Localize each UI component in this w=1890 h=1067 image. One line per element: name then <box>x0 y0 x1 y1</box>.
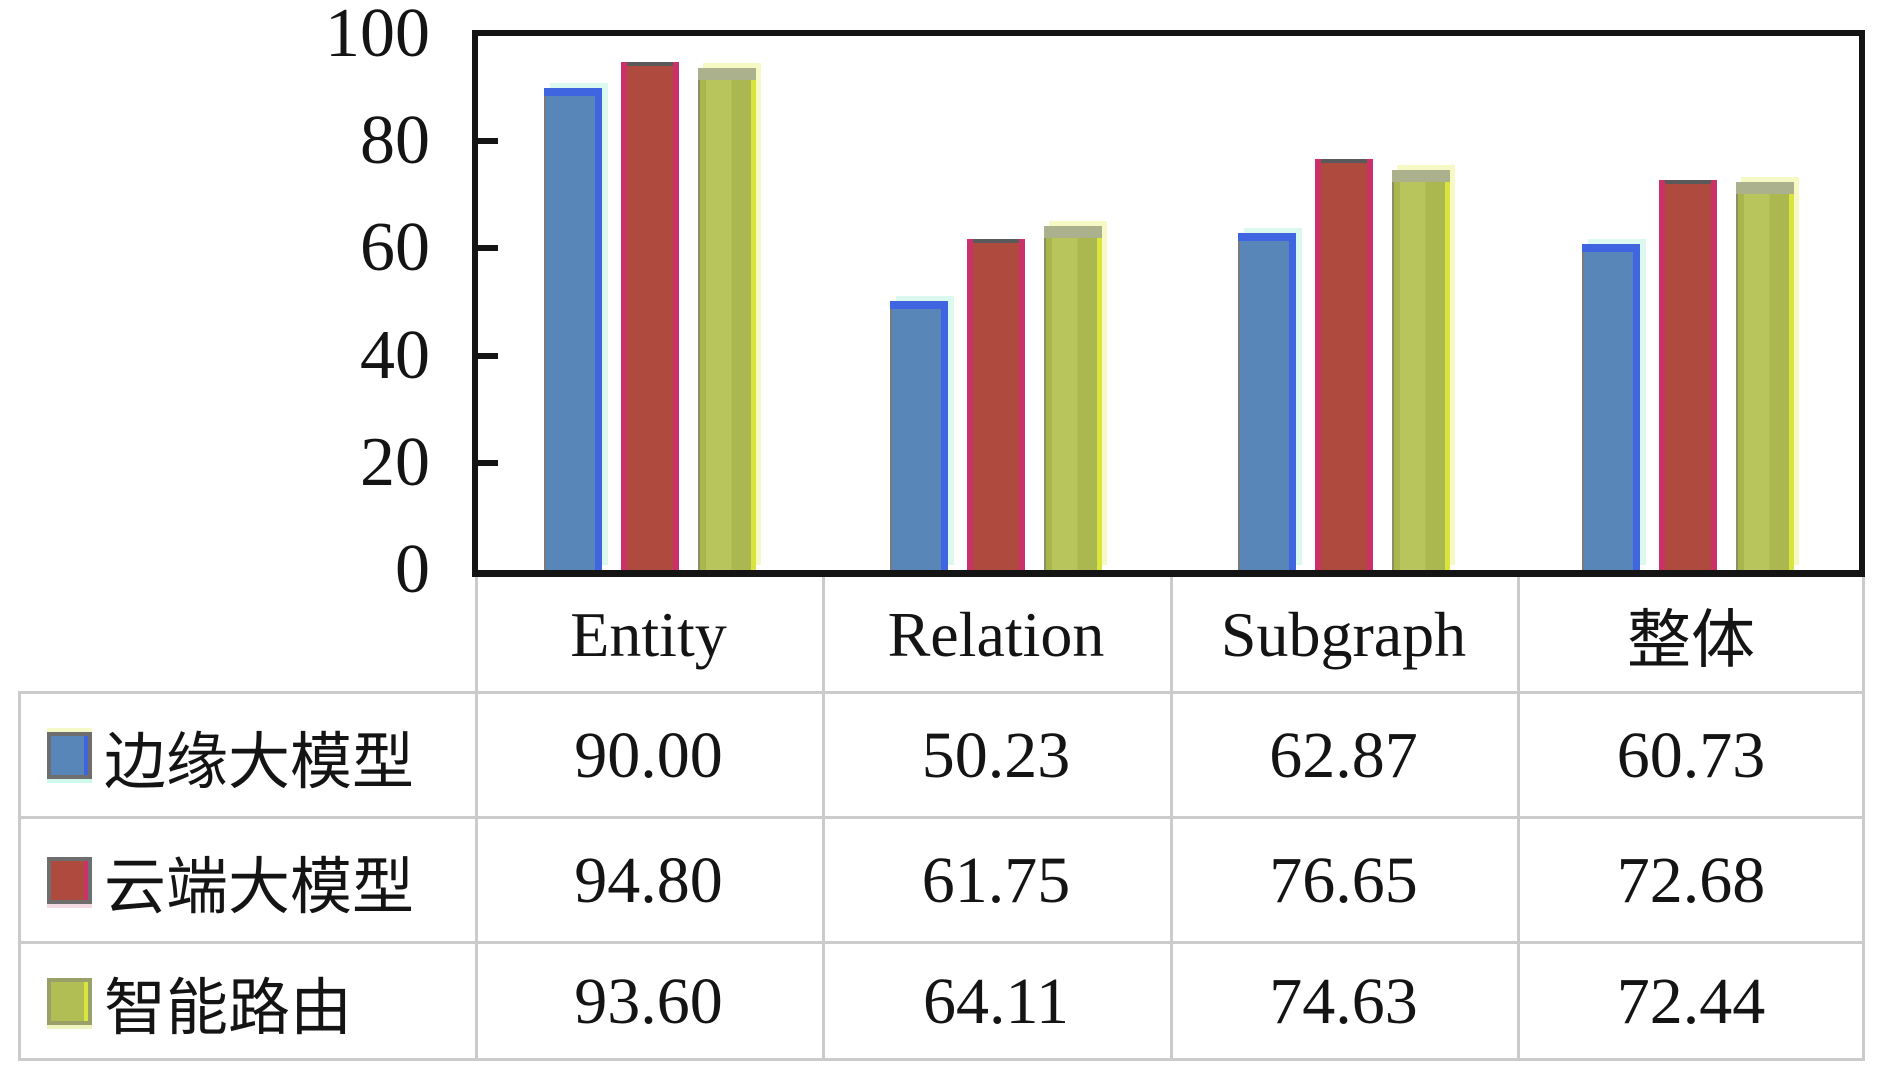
y-axis-label: 80 <box>360 102 430 180</box>
bar-智能路由-Relation <box>1044 226 1102 570</box>
table-row-border <box>18 691 1865 694</box>
bar-边缘大模型-Relation <box>890 301 948 570</box>
y-tick-mark <box>478 352 498 359</box>
plot-frame <box>472 30 1865 577</box>
y-axis-label: 60 <box>360 209 430 287</box>
bar-智能路由-整体 <box>1736 182 1794 570</box>
table-header-Subgraph: Subgraph <box>1220 599 1467 670</box>
table-column-border <box>822 577 825 1061</box>
table-value-云端大模型-Entity: 94.80 <box>574 843 723 917</box>
table-value-智能路由-整体: 72.44 <box>1616 964 1766 1038</box>
bar-云端大模型-Subgraph <box>1315 159 1373 570</box>
table-column-border <box>475 577 478 1061</box>
table-value-云端大模型-Subgraph: 76.65 <box>1269 843 1418 917</box>
table-column-border <box>1170 577 1173 1061</box>
legend-key-icon <box>47 857 92 904</box>
bar-边缘大模型-Entity <box>544 88 602 570</box>
table-row-border <box>18 941 1865 944</box>
y-tick-mark <box>478 459 498 466</box>
table-value-云端大模型-整体: 72.68 <box>1616 843 1766 917</box>
table-value-边缘大模型-Relation: 50.23 <box>921 718 1071 792</box>
bar-边缘大模型-整体 <box>1582 244 1640 570</box>
legend-label: 智能路由 <box>104 974 353 1043</box>
table-value-智能路由-Subgraph: 74.63 <box>1269 964 1418 1038</box>
table-column-border <box>1862 577 1865 1061</box>
legend-cell-云端大模型: 云端大模型 <box>18 818 475 943</box>
table-value-智能路由-Relation: 64.11 <box>922 964 1070 1038</box>
legend-key-icon <box>47 978 92 1025</box>
table-header-整体: 整体 <box>1627 605 1755 676</box>
table-value-云端大模型-Relation: 61.75 <box>921 843 1071 917</box>
table-value-边缘大模型-Subgraph: 62.87 <box>1269 718 1418 792</box>
y-axis-label: 40 <box>360 316 430 394</box>
bar-智能路由-Entity <box>698 68 756 570</box>
table-header-Entity: Entity <box>570 599 727 670</box>
y-tick-mark <box>478 245 498 252</box>
bar-智能路由-Subgraph <box>1392 170 1450 570</box>
bar-云端大模型-Entity <box>621 62 679 570</box>
legend-key-icon <box>47 732 92 779</box>
legend-cell-边缘大模型: 边缘大模型 <box>18 693 475 818</box>
y-axis-label: 100 <box>325 0 430 72</box>
bar-边缘大模型-Subgraph <box>1238 233 1296 570</box>
legend-label: 边缘大模型 <box>104 728 415 797</box>
table-column-border <box>1517 577 1520 1061</box>
y-axis-label: 0 <box>395 531 430 608</box>
bar-云端大模型-Relation <box>967 239 1025 570</box>
y-axis-label: 20 <box>360 423 430 501</box>
legend-label: 云端大模型 <box>104 853 415 922</box>
bar-云端大模型-整体 <box>1659 180 1717 570</box>
table-header-Relation: Relation <box>887 599 1105 670</box>
table-row-border <box>18 816 1865 819</box>
y-tick-mark <box>478 138 498 145</box>
table-value-边缘大模型-整体: 60.73 <box>1616 718 1766 792</box>
legend-cell-智能路由: 智能路由 <box>18 943 475 1060</box>
table-value-智能路由-Entity: 93.60 <box>574 964 723 1038</box>
table-row-border <box>18 1058 1865 1061</box>
table-column-border <box>18 693 21 1061</box>
table-value-边缘大模型-Entity: 90.00 <box>574 718 723 792</box>
